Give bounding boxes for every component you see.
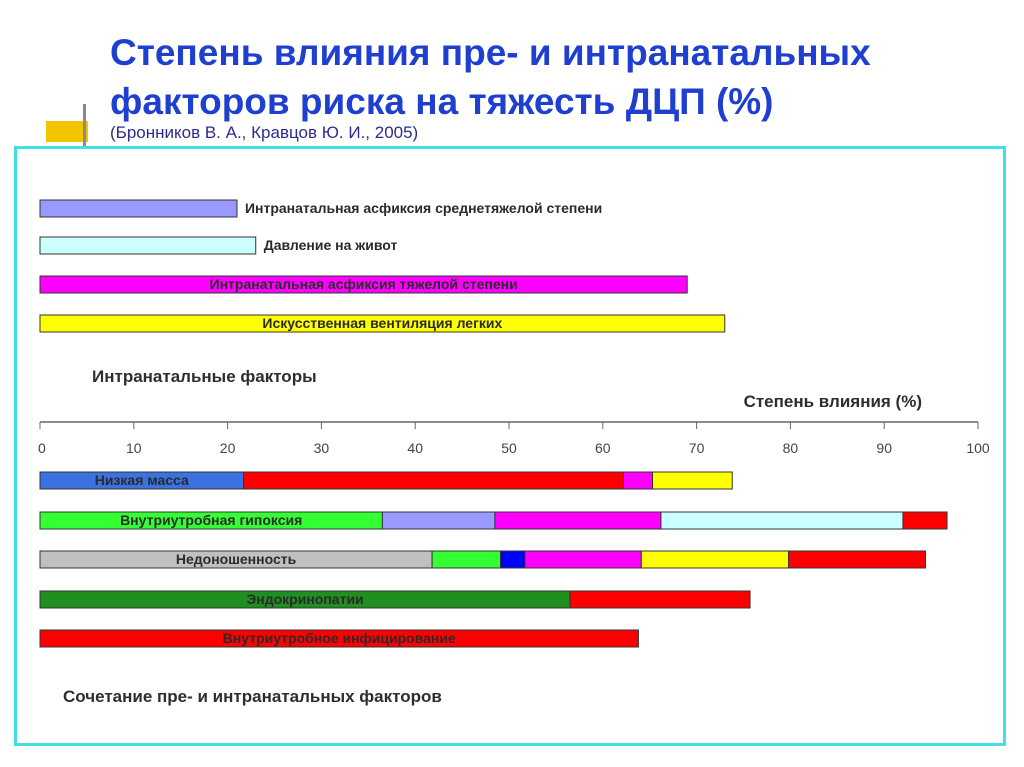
- bar-segment-g1-b0-s1: [243, 471, 624, 490]
- chart-frame: Интранатальная асфиксия среднетяжелой ст…: [14, 146, 1006, 746]
- x-tick-label-90: 90: [876, 440, 892, 456]
- bar-segment-g0-b2-s0: [39, 275, 688, 294]
- x-axis-label: Степень влияния (%): [744, 392, 922, 411]
- bar-segment-g1-b1-s3: [660, 511, 904, 530]
- bar-segment-g0-b0-s0: [39, 199, 238, 218]
- bar-segment-g1-b1-s4: [902, 511, 948, 530]
- bar-segment-g1-b4-s0: [39, 629, 639, 648]
- x-tick-label-100: 100: [966, 440, 990, 456]
- bar-label-g1-b3: Эндокринопатии: [246, 591, 363, 607]
- x-tick-label-40: 40: [407, 440, 423, 456]
- x-tick-label-30: 30: [314, 440, 330, 456]
- bar-label-g1-b2: Недоношенность: [176, 551, 297, 567]
- group-label-intranatal: Интранатальные факторы: [92, 367, 317, 386]
- bar-label-g0-b2: Интранатальная асфиксия тяжелой степени: [210, 276, 518, 292]
- x-tick-label-70: 70: [689, 440, 705, 456]
- x-tick-label-10: 10: [126, 440, 142, 456]
- bar-segment-g1-b2-s4: [640, 550, 790, 569]
- bar-label-g0-b1: Давление на живот: [264, 237, 398, 253]
- decorative-yellow-block: [46, 121, 88, 142]
- bar-segment-g1-b2-s3: [524, 550, 642, 569]
- slide-subtitle: (Бронников В. А., Кравцов Ю. И., 2005): [110, 123, 419, 142]
- stacked-bar-chart: Интранатальная асфиксия среднетяжелой ст…: [38, 199, 990, 706]
- group-label-combined: Сочетание пре- и интранатальных факторов: [63, 687, 442, 706]
- x-tick-label-60: 60: [595, 440, 611, 456]
- bar-label-g0-b0: Интранатальная асфиксия среднетяжелой ст…: [245, 200, 602, 216]
- bar-segment-g0-b3-s0: [39, 314, 726, 333]
- bar-segment-g1-b3-s1: [569, 590, 751, 609]
- bar-label-g1-b1: Внутриутробная гипоксия: [120, 512, 302, 528]
- bar-label-g0-b3: Искусственная вентиляция легких: [262, 315, 502, 331]
- x-tick-label-50: 50: [501, 440, 517, 456]
- x-tick-label-0: 0: [38, 440, 46, 456]
- bar-segment-g0-b1-s0: [39, 236, 257, 255]
- bar-label-g1-b0: Низкая масса: [95, 472, 189, 488]
- bar-segment-g1-b1-s2: [494, 511, 662, 530]
- slide-title: Степень влияния пре- и интранатальных фа…: [110, 32, 871, 122]
- x-tick-label-20: 20: [220, 440, 236, 456]
- bar-segment-g1-b1-s1: [381, 511, 496, 530]
- bar-segment-g1-b2-s5: [788, 550, 926, 569]
- bar-segment-g1-b0-s3: [652, 471, 733, 490]
- bar-segment-g1-b2-s1: [431, 550, 502, 569]
- x-tick-label-80: 80: [783, 440, 799, 456]
- decorative-vertical-line: [83, 104, 86, 146]
- bar-label-g1-b4: Внутриутробное инфицирование: [223, 630, 456, 646]
- bar-segment-g1-b2-s2: [500, 550, 526, 569]
- bar-segment-g1-b0-s2: [622, 471, 654, 490]
